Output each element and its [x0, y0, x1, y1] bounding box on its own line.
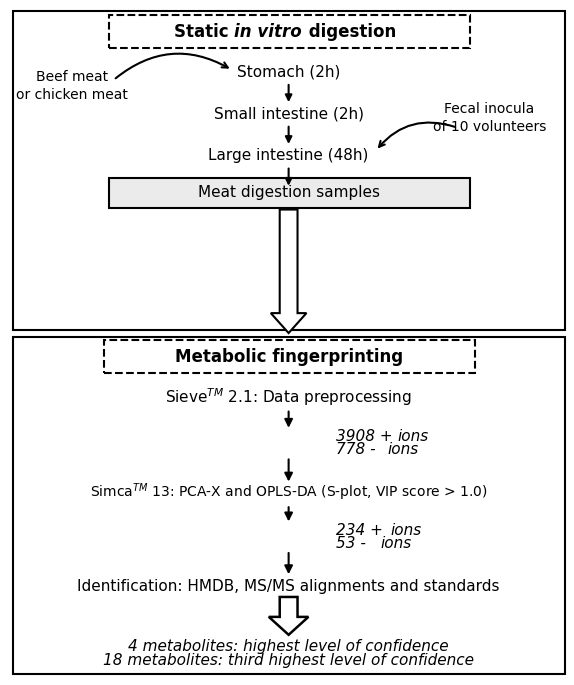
Bar	[108, 177, 470, 208]
Text: digestion: digestion	[304, 23, 397, 41]
Bar	[103, 340, 475, 373]
Text: Stomach (2h): Stomach (2h)	[237, 64, 340, 79]
Bar	[108, 15, 470, 48]
Text: in vitro: in vitro	[234, 23, 302, 41]
Text: Metabolic fingerprinting: Metabolic fingerprinting	[174, 348, 403, 366]
Text: ions: ions	[381, 536, 412, 551]
Text: Sieve$^{TM}$ 2.1: Data preprocessing: Sieve$^{TM}$ 2.1: Data preprocessing	[165, 386, 412, 408]
Text: Large intestine (48h): Large intestine (48h)	[208, 148, 369, 163]
Text: 778 -: 778 -	[336, 442, 383, 457]
Text: Small intestine (2h): Small intestine (2h)	[214, 106, 363, 121]
Bar	[13, 12, 565, 330]
Text: ions: ions	[397, 429, 429, 444]
Text: ions: ions	[390, 523, 422, 538]
Bar	[13, 337, 565, 673]
Text: Simca$^{TM}$ 13: PCA-X and OPLS-DA (S-plot, VIP score > 1.0): Simca$^{TM}$ 13: PCA-X and OPLS-DA (S-pl…	[90, 482, 488, 503]
Text: 4 metabolites: highest level of confidence: 4 metabolites: highest level of confiden…	[129, 639, 449, 654]
Text: 18 metabolites: third highest level of confidence: 18 metabolites: third highest level of c…	[103, 653, 474, 668]
Text: Fecal inocula
of 10 volunteers: Fecal inocula of 10 volunteers	[433, 101, 546, 134]
Text: Identification: HMDB, MS/MS alignments and standards: Identification: HMDB, MS/MS alignments a…	[77, 579, 500, 593]
Text: Static: Static	[174, 23, 234, 41]
Text: ions: ions	[387, 442, 419, 457]
Text: 234 +: 234 +	[336, 523, 391, 538]
Polygon shape	[269, 597, 308, 635]
Polygon shape	[271, 210, 307, 333]
Text: Beef meat
or chicken meat: Beef meat or chicken meat	[16, 70, 128, 102]
Text: 3908 +: 3908 +	[336, 429, 401, 444]
Text: Meat digestion samples: Meat digestion samples	[197, 185, 379, 200]
Text: 53 -: 53 -	[336, 536, 374, 551]
